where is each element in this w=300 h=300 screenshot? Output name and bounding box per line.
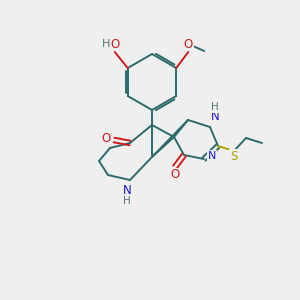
Text: N: N: [211, 110, 219, 124]
Text: H: H: [123, 196, 131, 206]
Text: S: S: [230, 149, 238, 163]
Text: O: O: [110, 38, 119, 50]
Text: O: O: [184, 38, 193, 50]
Text: O: O: [170, 169, 180, 182]
Text: N: N: [123, 184, 131, 197]
Text: H: H: [102, 39, 110, 49]
Text: O: O: [101, 131, 111, 145]
Text: H: H: [211, 102, 219, 112]
Text: N: N: [208, 151, 216, 161]
